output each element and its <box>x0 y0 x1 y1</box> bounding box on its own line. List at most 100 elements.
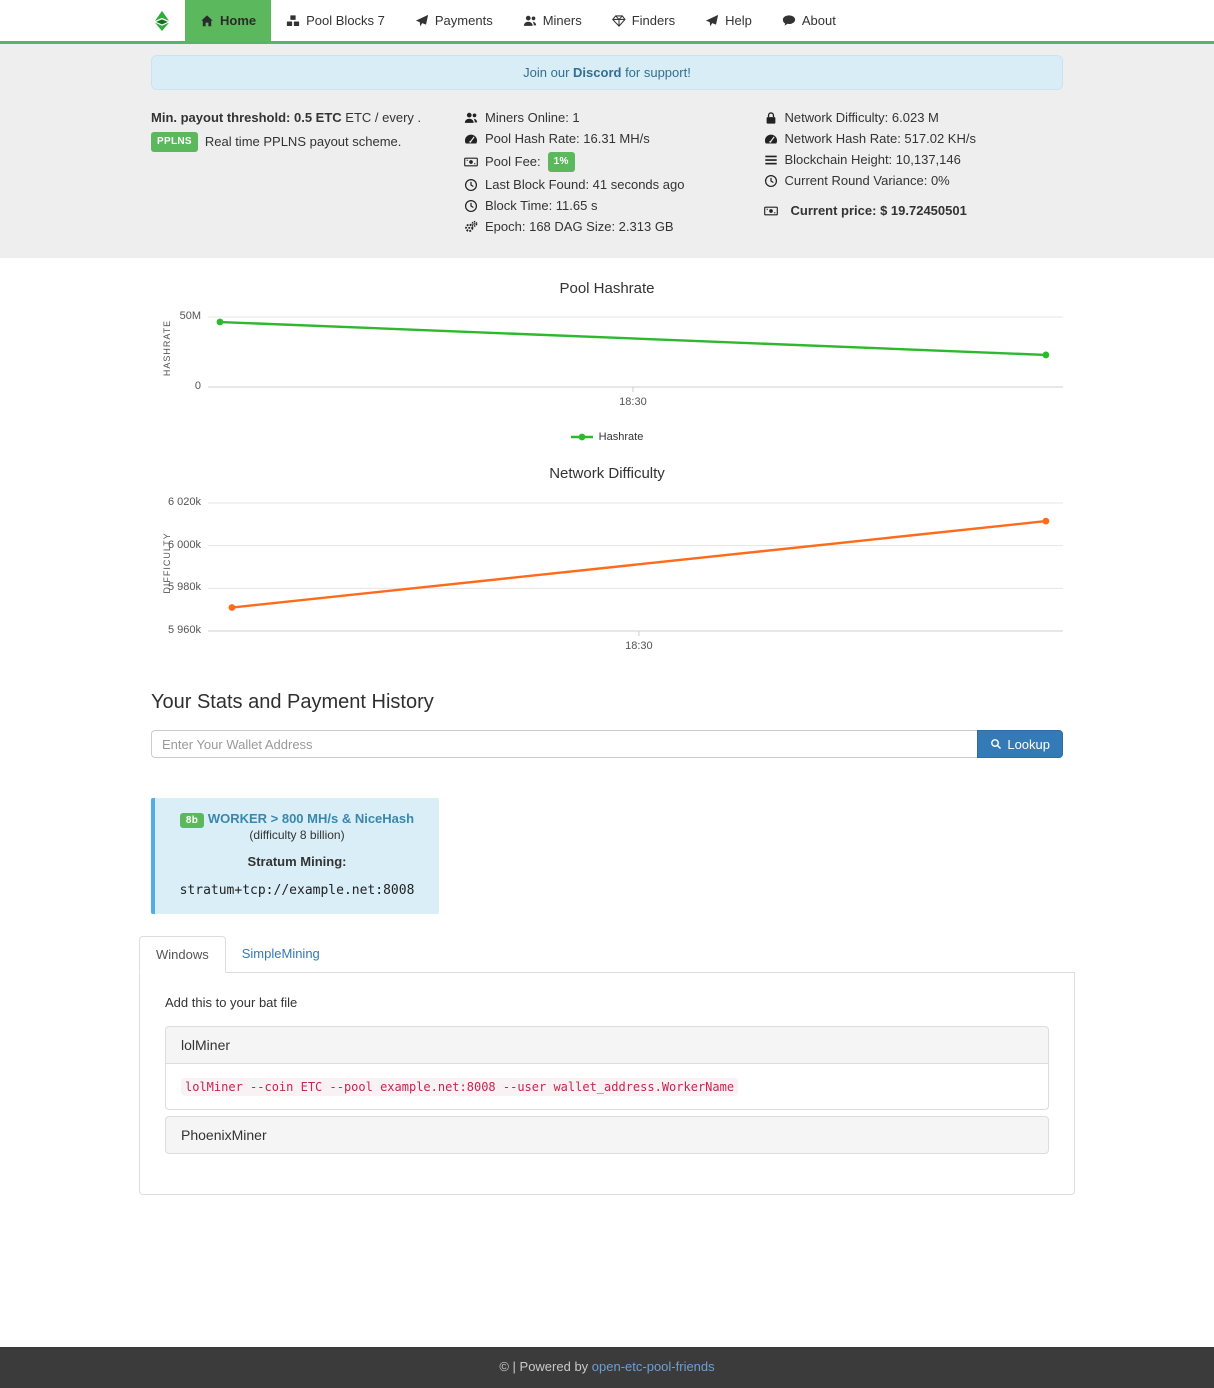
legend-marker-icon <box>570 433 593 441</box>
stat-round-variance: Current Round Variance: 0% <box>764 173 1064 189</box>
difficulty-chart: DIFFICULTY 6 020k 6 000k 5 980k 5 960k 18:30 <box>151 494 1063 661</box>
payout-scheme: PPLNS Real time PPLNS payout scheme. <box>151 132 464 152</box>
nav-label: Finders <box>631 13 676 28</box>
nav-item-help[interactable]: Help <box>690 0 767 41</box>
paper-plane-icon <box>705 14 719 28</box>
main-content: Pool Hashrate HASHRATE 50M 0 18:30 Hashrat… <box>139 280 1075 1195</box>
worker-title-row: 8b WORKER > 800 MH/s & NiceHash <box>165 811 429 828</box>
y-tick-label: 6 020k <box>167 495 201 508</box>
stats-band: Join our Discord for support! Min. payou… <box>0 44 1214 258</box>
discord-banner: Join our Discord for support! <box>151 55 1063 90</box>
stat-current-price: Current price: $ 19.72450501 <box>764 203 1064 219</box>
y-tick-label: 5 980k <box>167 581 201 594</box>
nav-label: Home <box>220 13 257 28</box>
nav-item-miners[interactable]: Miners <box>508 0 597 41</box>
etc-logo-icon <box>151 8 173 34</box>
money-icon <box>764 204 778 218</box>
nav-item-payments[interactable]: Payments <box>400 0 508 41</box>
stat-miners-online: Miners Online: 1 <box>464 110 764 126</box>
legend-label: Hashrate <box>598 431 644 443</box>
chart-plot <box>208 309 1063 392</box>
paper-plane-icon <box>415 14 429 28</box>
difficulty-badge: 8b <box>179 813 205 828</box>
tachometer-icon <box>464 132 478 146</box>
stat-network-difficulty: Network Difficulty: 6.023 M <box>764 110 1064 126</box>
nav-label: Miners <box>542 13 582 28</box>
y-tick-label: 0 <box>194 380 201 392</box>
stat-pool-fee: Pool Fee: 1% <box>464 152 764 172</box>
network-stats-column: Network Difficulty: 6.023 M Network Hash… <box>764 110 1064 240</box>
y-tick-label: 5 960k <box>167 624 201 636</box>
y-tick-label: 6 000k <box>167 538 201 551</box>
users-icon <box>464 111 478 125</box>
clock-icon <box>464 178 478 192</box>
cogs-icon <box>464 220 478 234</box>
footer-link[interactable]: open-etc-pool-friends <box>591 1359 715 1374</box>
stat-pool-hashrate: Pool Hash Rate: 16.31 MH/s <box>464 131 764 147</box>
stat-epoch-dag: Epoch: 168 DAG Size: 2.313 GB <box>464 219 764 235</box>
nav-item-pool-blocks[interactable]: Pool Blocks 7 <box>271 0 400 41</box>
tab-simplemining[interactable]: SimpleMining <box>241 946 320 961</box>
accordion-phoenixminer[interactable]: PhoenixMiner <box>165 1116 1049 1154</box>
payout-info-column: Min. payout threshold: 0.5 ETC ETC / eve… <box>151 110 464 240</box>
banner-text: for support! <box>621 65 691 80</box>
y-tick-label: 50M <box>179 309 201 322</box>
miner-tabs: Windows SimpleMining <box>139 936 1075 973</box>
stat-network-hashrate: Network Hash Rate: 517.02 KH/s <box>764 131 1064 147</box>
pplns-badge: PPLNS <box>151 132 198 152</box>
nav-item-finders[interactable]: Finders <box>597 0 690 41</box>
pool-stats-column: Miners Online: 1 Pool Hash Rate: 16.31 M… <box>464 110 764 240</box>
discord-link[interactable]: Discord <box>573 65 622 80</box>
users-icon <box>523 14 537 28</box>
lolminer-body: lolMiner --coin ETC --pool example.net:8… <box>165 1064 1049 1110</box>
tab-windows[interactable]: Windows <box>139 936 226 973</box>
stat-last-block: Last Block Found: 41 seconds ago <box>464 177 764 193</box>
stratum-label: Stratum Mining: <box>247 854 347 869</box>
panel-intro: Add this to your bat file <box>165 995 298 1010</box>
footer-text: © | Powered by <box>499 1359 592 1374</box>
lolminer-command: lolMiner --coin ETC --pool example.net:8… <box>181 1078 739 1096</box>
x-tick-label: 18:30 <box>619 396 647 408</box>
miner-config-panel: Add this to your bat file lolMiner lolMi… <box>139 973 1075 1195</box>
lock-icon <box>764 111 778 125</box>
accordion-lolminer[interactable]: lolMiner <box>165 1026 1049 1064</box>
gem-icon <box>612 14 626 28</box>
hashrate-chart: HASHRATE 50M 0 18:30 <box>151 309 1063 417</box>
nav-label: Help <box>725 13 752 28</box>
etc-logo[interactable] <box>151 0 185 41</box>
clock-icon <box>464 199 478 213</box>
clock-icon <box>764 174 778 188</box>
nav-label: Payments <box>434 13 493 28</box>
nav-label: About <box>801 13 836 28</box>
nav-item-home[interactable]: Home <box>185 0 272 41</box>
money-icon <box>464 155 478 169</box>
pool-fee-badge: 1% <box>547 152 575 172</box>
bars-icon <box>764 153 778 167</box>
home-icon <box>200 14 214 28</box>
hashrate-chart-title: Pool Hashrate <box>559 280 655 297</box>
stratum-url: stratum+tcp://example.net:8008 <box>179 883 415 898</box>
footer: © | Powered by open-etc-pool-friends <box>0 1347 1214 1388</box>
search-icon <box>990 738 1002 750</box>
hashrate-axis-label: HASHRATE <box>162 319 172 377</box>
payout-threshold: Min. payout threshold: 0.5 ETC ETC / eve… <box>151 110 422 125</box>
stats-heading: Your Stats and Payment History <box>151 691 434 713</box>
difficulty-chart-title: Network Difficulty <box>549 465 665 482</box>
cubes-icon <box>286 14 300 28</box>
nicehash-callout: 8b WORKER > 800 MH/s & NiceHash (difficu… <box>151 798 439 914</box>
hashrate-legend: Hashrate <box>139 431 1075 443</box>
chart-plot <box>208 494 1063 636</box>
wallet-lookup: Lookup <box>151 730 1063 758</box>
nav-item-about[interactable]: About <box>767 0 851 41</box>
stat-blockchain-height: Blockchain Height: 10,137,146 <box>764 152 1064 168</box>
worker-subtitle: (difficulty 8 billion) <box>249 828 345 842</box>
nav-label: Pool Blocks 7 <box>306 13 385 28</box>
banner-text: Join our <box>523 65 574 80</box>
tachometer-icon <box>764 132 778 146</box>
comment-icon <box>782 14 796 28</box>
wallet-address-input[interactable] <box>151 730 978 758</box>
worker-title: WORKER > 800 MH/s & NiceHash <box>207 811 415 826</box>
lookup-button[interactable]: Lookup <box>977 730 1063 758</box>
stat-block-time: Block Time: 11.65 s <box>464 198 764 214</box>
x-tick-label: 18:30 <box>625 640 653 652</box>
